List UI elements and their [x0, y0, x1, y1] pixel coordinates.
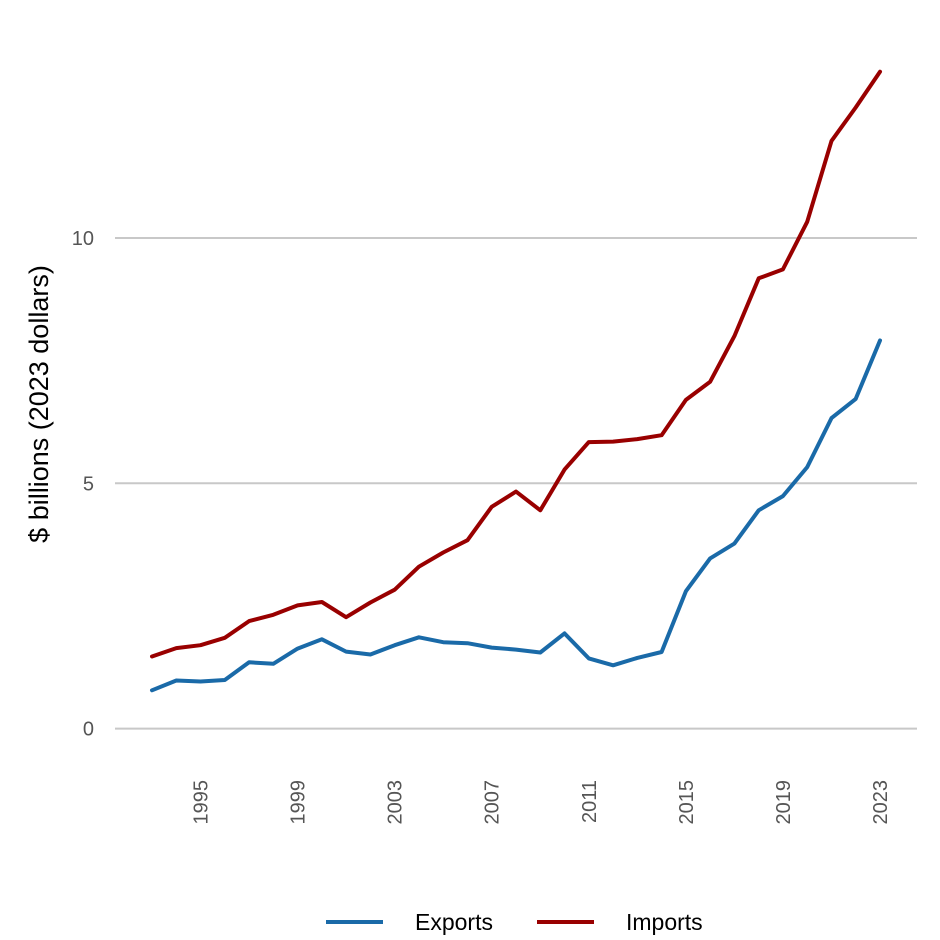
x-tick-label: 2023: [870, 780, 892, 825]
x-tick-label: 2003: [385, 780, 407, 825]
gridlines: [115, 237, 917, 730]
x-axis-ticks: 1995 1999 2003 2007 2011 2015 2019 2023: [191, 780, 892, 825]
series-line-exports: [150, 338, 882, 693]
x-tick-label: 2007: [482, 780, 504, 825]
x-tick-label: 2019: [773, 780, 795, 825]
data-series: [150, 69, 882, 693]
y-tick-label: 10: [72, 228, 94, 250]
x-tick-label: 2015: [676, 780, 698, 825]
series-line-imports: [150, 69, 882, 659]
y-axis-ticks: 0 5 10: [72, 228, 94, 741]
x-tick-label: 2011: [579, 780, 601, 823]
legend-label-exports: Exports: [415, 909, 493, 935]
y-tick-label: 5: [83, 473, 94, 495]
y-axis-title: $ billions (2023 dollars): [24, 265, 54, 543]
x-tick-label: 1995: [191, 780, 213, 825]
legend-label-imports: Imports: [626, 909, 703, 935]
legend: Exports Imports: [326, 909, 703, 935]
x-tick-label: 1999: [288, 780, 310, 825]
y-tick-label: 0: [83, 719, 94, 741]
